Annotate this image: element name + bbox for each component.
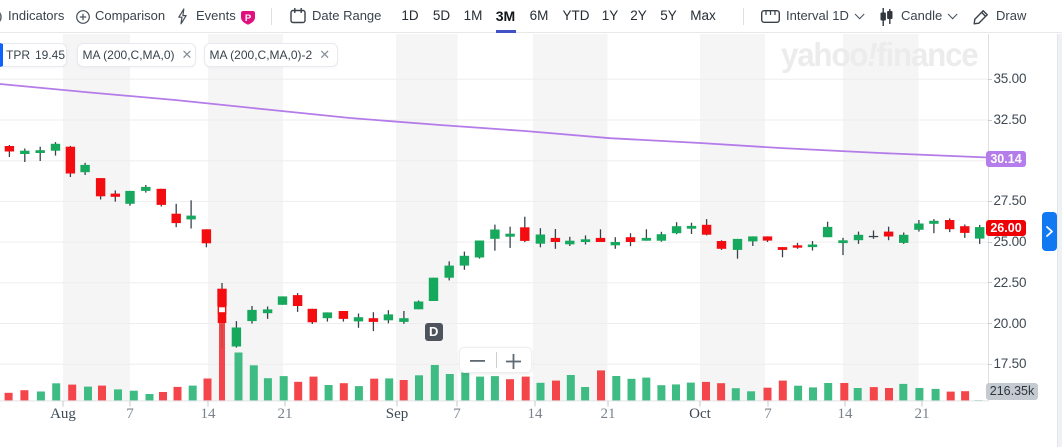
- svg-text:P: P: [244, 13, 251, 24]
